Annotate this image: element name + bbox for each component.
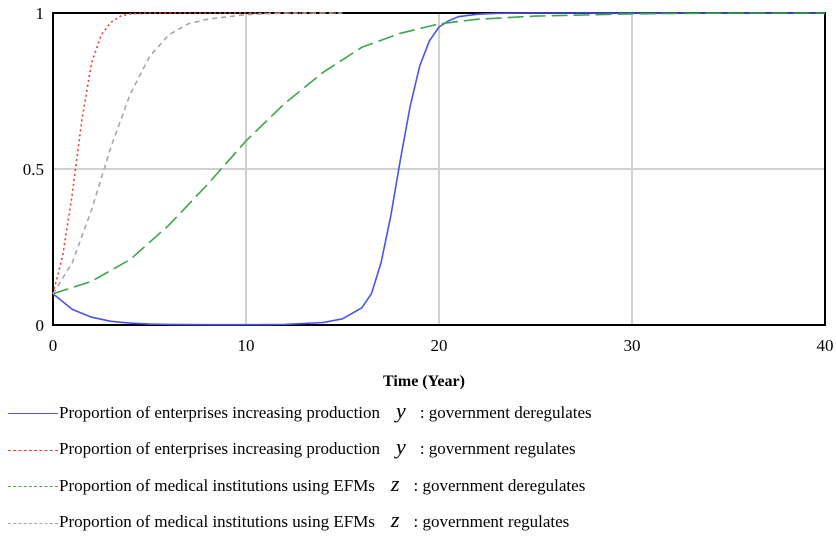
legend-suffix: : government regulates — [419, 439, 576, 458]
grid-lines — [53, 13, 825, 325]
y-tick-label: 0 — [36, 316, 45, 335]
line-chart: 0 10 20 30 40 0 0.5 1 Time (Year) — [23, 4, 834, 390]
legend-variable: z — [390, 507, 400, 532]
x-tick-label: 0 — [49, 336, 58, 355]
legend-label: Proportion of enterprises increasing pro… — [59, 402, 381, 422]
legend-label: Proportion of medical institutions using… — [59, 475, 375, 495]
legend-item-z-deregulates: Proportion of medical institutions using… — [8, 471, 828, 500]
legend-suffix: : government deregulates — [419, 402, 592, 422]
legend-variable: z — [390, 470, 400, 496]
legend-suffix: : government regulates — [413, 512, 570, 531]
legend-suffix: : government deregulates — [413, 475, 586, 495]
legend: Proportion of enterprises increasing pro… — [8, 398, 828, 544]
legend-item-z-regulates: Proportion of medical institutions using… — [8, 507, 828, 537]
series-layer — [52, 12, 825, 326]
legend-swatch-y-deregulates — [8, 413, 58, 414]
x-axis-label: Time (Year) — [383, 373, 465, 390]
legend-item-y-regulates: Proportion of enterprises increasing pro… — [8, 434, 828, 464]
x-tick-label: 40 — [817, 336, 834, 355]
legend-swatch-y-regulates — [8, 449, 58, 451]
series-line-1 — [52, 12, 825, 326]
legend-label: Proportion of enterprises increasing pro… — [59, 439, 381, 458]
series-line-4 — [52, 12, 343, 295]
plot-area-frame — [52, 12, 826, 326]
legend-variable: y — [396, 397, 406, 423]
x-tick-label: 10 — [238, 336, 255, 355]
legend-swatch-z-regulates — [8, 522, 58, 524]
y-tick-label: 1 — [36, 4, 45, 23]
series-line-3 — [52, 12, 825, 295]
legend-item-y-deregulates: Proportion of enterprises increasing pro… — [8, 398, 828, 427]
legend-swatch-z-deregulates — [8, 486, 58, 487]
series-line-2 — [52, 12, 343, 294]
legend-label: Proportion of medical institutions using… — [59, 512, 375, 531]
x-tick-label: 30 — [624, 336, 641, 355]
y-tick-label: 0.5 — [23, 160, 44, 179]
tick-labels: 0 10 20 30 40 0 0.5 1 — [23, 4, 834, 355]
x-tick-label: 20 — [431, 336, 448, 355]
legend-variable: y — [396, 434, 406, 459]
